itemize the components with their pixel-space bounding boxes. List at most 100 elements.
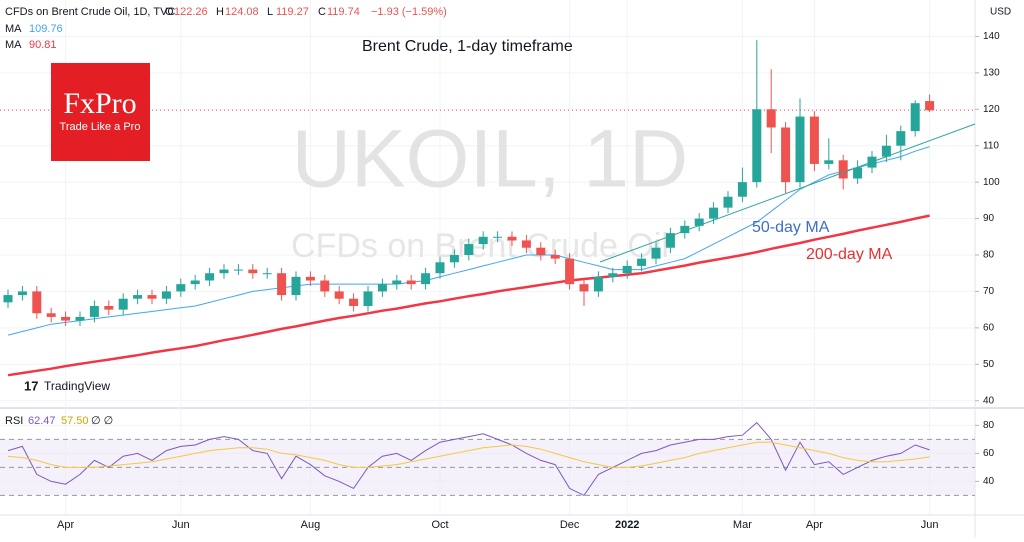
x-tick-label: Dec	[560, 519, 580, 531]
candle-body	[334, 291, 344, 299]
y-tick-label: 110	[983, 140, 999, 151]
candle-body	[305, 276, 315, 281]
header-values: O 122.26 H 124.08 L 119.27 C 119.74 −1.93 (−1.59…	[5, 6, 893, 427]
x-tick-label: 2022	[615, 519, 639, 531]
candle-body	[464, 244, 474, 255]
candle-body	[147, 295, 157, 299]
candle-body	[694, 218, 704, 226]
x-tick-label: Aug	[301, 519, 321, 531]
candle-body	[478, 236, 488, 245]
x-tick-label: Jun	[921, 519, 939, 531]
candle-body	[493, 236, 503, 238]
candle-body	[61, 316, 71, 321]
candle-body	[89, 306, 99, 317]
trend-line	[599, 123, 976, 263]
watermark: UKOIL, 1D	[292, 114, 688, 205]
candle-body	[853, 167, 863, 179]
candle-body	[637, 258, 647, 266]
chart-title: Brent Crude, 1-day timeframe	[362, 38, 573, 55]
candle-body	[795, 116, 805, 183]
annotation: 200-day MA	[806, 246, 893, 263]
ohlc-value: 124.08	[225, 6, 259, 18]
candle-body	[277, 273, 287, 296]
candle-body	[737, 182, 747, 197]
candle-body	[17, 291, 27, 296]
candle-body	[449, 255, 459, 263]
plot	[3, 40, 935, 497]
candle-body	[809, 116, 819, 164]
change: −1.93 (−1.59%)	[371, 6, 447, 18]
legend-value: 90.81	[29, 39, 57, 51]
candle-body	[421, 273, 431, 285]
y-tick-label: 60	[983, 322, 995, 333]
candle-body	[824, 160, 834, 164]
legend-value: 62.47	[28, 415, 56, 427]
candle-body	[363, 291, 373, 306]
candle-body	[709, 207, 719, 219]
y-tick-label: 90	[983, 213, 995, 224]
ohlc-value: 119.74	[327, 6, 360, 18]
candle-body	[176, 284, 186, 292]
candle-body	[579, 284, 589, 292]
candle-body	[118, 298, 128, 310]
candle-body	[651, 247, 661, 259]
candle-body	[262, 273, 272, 275]
candle-body	[291, 276, 301, 296]
candle-body	[133, 295, 143, 299]
x-tick-label: Apr	[806, 519, 823, 531]
candle-body	[32, 291, 42, 314]
ohlc-label: H	[216, 6, 224, 18]
candle-body	[219, 269, 229, 274]
candle-body	[75, 316, 85, 321]
legend-name: MA	[5, 39, 22, 51]
logo-box	[51, 63, 150, 161]
legend-value: 57.50	[61, 415, 89, 427]
candle-body	[752, 109, 762, 183]
legend-params: ∅ ∅	[91, 415, 113, 427]
candle-body	[536, 247, 546, 255]
candle-body	[521, 240, 531, 248]
candle-body	[766, 109, 776, 128]
annotation: 50-day MA	[752, 219, 830, 236]
candle-body	[910, 103, 920, 132]
candle-body	[3, 295, 13, 303]
ohlc-label: L	[267, 6, 273, 18]
y-tick-label: 60	[983, 448, 995, 459]
candle-body	[723, 196, 733, 208]
header: CFDs on Brent Crude Oil, 1D, TVC	[5, 6, 175, 18]
ohlc-label: O	[165, 6, 174, 18]
candle-body	[680, 225, 690, 234]
rsi-line	[7, 421, 930, 497]
y-tick-label: 80	[983, 420, 995, 431]
credit: TradingView	[44, 379, 110, 393]
x-tick-label: Jun	[172, 519, 190, 531]
grid	[0, 0, 975, 515]
x-tick-label: Mar	[733, 519, 752, 531]
candle-body	[507, 236, 517, 241]
candle-body	[665, 233, 675, 248]
moving-average	[7, 146, 930, 336]
y-tick-label: 130	[983, 67, 1000, 78]
candle-body	[392, 280, 402, 285]
candle-body	[550, 255, 560, 259]
y-tick-label: 70	[983, 286, 995, 297]
y-tick-label: 140	[983, 31, 1000, 42]
legend-value: 109.76	[29, 23, 63, 35]
ohlc-value: 122.26	[174, 6, 208, 18]
legend-name: RSI	[5, 415, 23, 427]
candle-body	[46, 313, 56, 317]
candle-body	[781, 127, 791, 183]
logo-tagline: Trade Like a Pro	[60, 121, 141, 133]
candle-body	[377, 284, 387, 292]
candle-body	[435, 262, 445, 274]
y-unit: USD	[990, 7, 1011, 18]
candle-body	[104, 306, 114, 310]
legend-name: MA	[5, 23, 22, 35]
candle-body	[896, 131, 906, 146]
logo: FxPro	[63, 87, 136, 120]
y-tick-label: 40	[983, 476, 995, 487]
candle-body	[406, 280, 416, 285]
y-tick-label: 50	[983, 359, 995, 370]
candle-body	[838, 160, 848, 179]
